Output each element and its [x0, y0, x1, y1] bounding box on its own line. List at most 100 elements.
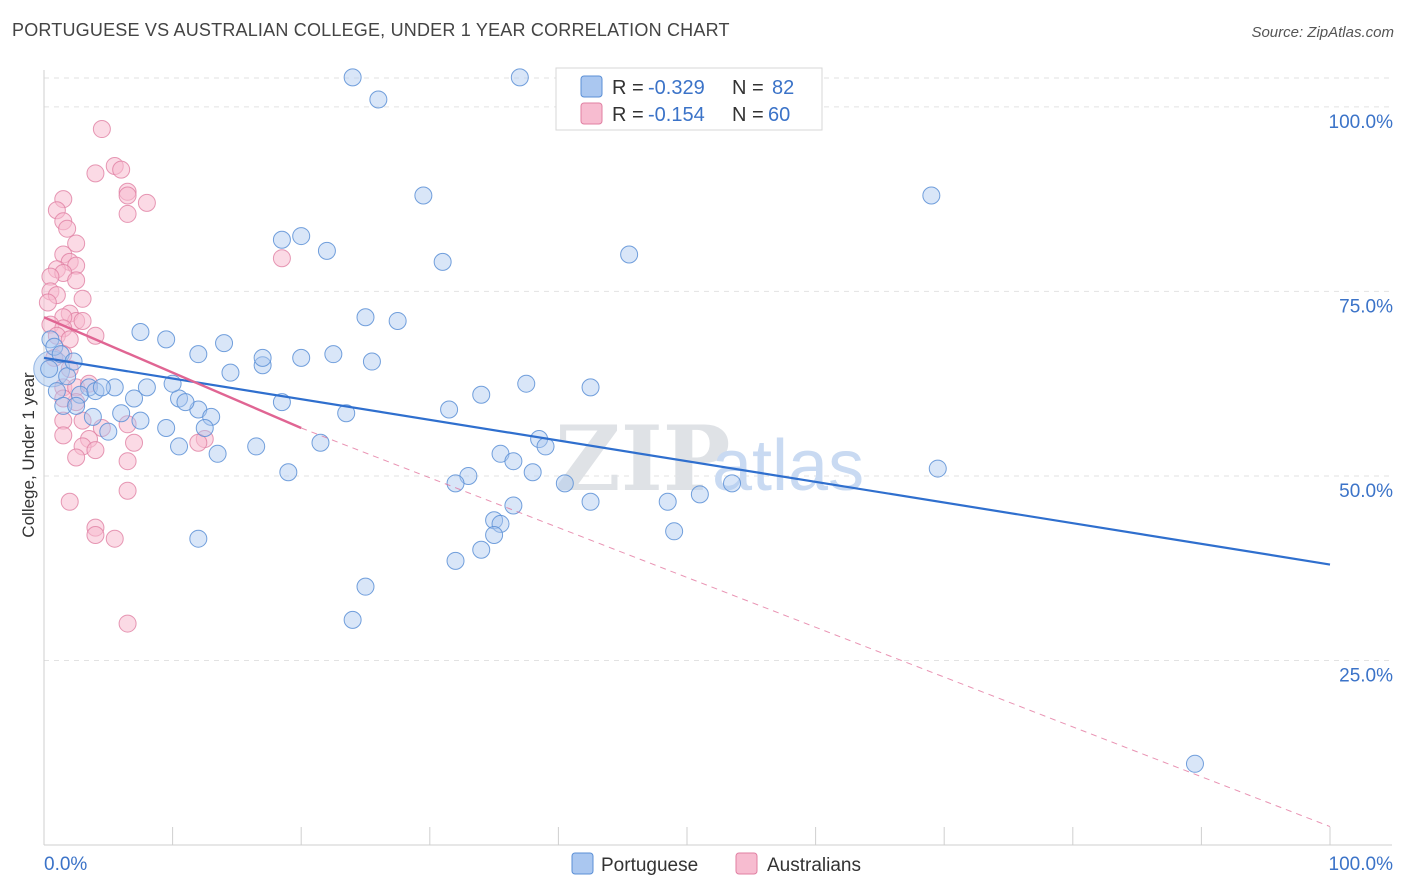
australians-point-5 [118, 186, 137, 205]
series-legend: Portuguese Australians [571, 852, 861, 876]
bottom-legend-label-australians: Australians [767, 855, 861, 876]
portuguese-point-31 [311, 433, 330, 452]
australians-point-23 [38, 293, 57, 312]
portuguese-point-83 [1185, 754, 1204, 773]
portuguese-point-69 [491, 514, 510, 533]
portuguese-point-36 [189, 345, 208, 364]
portuguese-point-64 [555, 474, 574, 493]
portuguese-point-3 [40, 359, 59, 378]
y-axis-title: College, Under 1 year [19, 372, 38, 538]
legend-n-label-portuguese: N = [732, 77, 764, 99]
australians-point-47 [125, 433, 144, 452]
legend-swatch-portuguese [580, 75, 603, 98]
portuguese-points [33, 68, 1204, 773]
portuguese-point-47 [414, 186, 433, 205]
portuguese-point-48 [272, 230, 291, 249]
australians-point-51 [86, 441, 105, 460]
portuguese-trend-line [43, 356, 1331, 566]
portuguese-point-26 [131, 411, 150, 430]
australians-point-2 [86, 164, 105, 183]
y-tick-label-3: 100.0% [1329, 112, 1394, 133]
australians-point-27 [73, 311, 92, 330]
portuguese-point-10 [105, 378, 124, 397]
portuguese-point-15 [112, 404, 131, 423]
legend-r-label-australians: R = [612, 104, 644, 126]
australians-point-54 [60, 492, 79, 511]
portuguese-point-70 [485, 526, 504, 544]
legend-swatch-australians [580, 102, 603, 125]
portuguese-point-24 [157, 418, 176, 437]
legend-r-value-australians: -0.154 [648, 104, 705, 126]
portuguese-point-29 [247, 437, 266, 456]
portuguese-point-1 [45, 337, 64, 356]
portuguese-point-28 [208, 444, 227, 463]
portuguese-point-55 [440, 400, 459, 419]
australians-point-12 [67, 234, 86, 253]
australians-point-52 [67, 448, 86, 467]
portuguese-point-60 [504, 452, 523, 471]
australians-point-19 [67, 271, 86, 290]
portuguese-point-30 [279, 463, 298, 482]
australians-point-60 [272, 249, 291, 268]
portuguese-point-51 [433, 252, 452, 271]
portuguese-point-34 [253, 356, 272, 375]
australians-point-7 [118, 204, 137, 223]
portuguese-point-20 [137, 378, 156, 397]
australians-point-53 [118, 452, 137, 471]
x-tick-label-0: 0.0% [44, 854, 87, 875]
legend-n-value-australians: 60 [768, 104, 790, 126]
portuguese-point-73 [356, 577, 375, 596]
australians-point-8 [137, 193, 156, 212]
portuguese-point-43 [388, 311, 407, 330]
y-tick-label-2: 75.0% [1339, 296, 1393, 317]
australians-point-0 [92, 120, 111, 139]
axes [43, 70, 1392, 846]
portuguese-point-72 [446, 551, 465, 570]
portuguese-point-78 [690, 485, 709, 504]
portuguese-point-57 [517, 374, 536, 393]
australians-point-3 [112, 160, 131, 179]
portuguese-point-25 [176, 393, 195, 412]
portuguese-point-67 [504, 496, 523, 515]
australians-trend-extension [301, 427, 1331, 828]
australians-point-45 [54, 426, 73, 445]
legend-r-value-portuguese: -0.329 [648, 77, 705, 99]
bottom-legend-label-portuguese: Portuguese [601, 855, 698, 876]
portuguese-point-8 [71, 385, 90, 404]
portuguese-point-52 [620, 245, 639, 264]
portuguese-point-12 [54, 396, 73, 415]
portuguese-point-50 [317, 241, 336, 260]
x-tick-labels: 0.0% 100.0% [44, 854, 1393, 875]
australians-point-11 [58, 219, 77, 238]
australians-point-57 [105, 529, 124, 548]
portuguese-point-75 [189, 529, 208, 548]
portuguese-point-80 [665, 522, 684, 541]
portuguese-point-32 [337, 404, 356, 423]
portuguese-point-49 [292, 227, 311, 246]
portuguese-point-23 [195, 418, 214, 437]
x-tick-label-1: 100.0% [1329, 854, 1394, 875]
portuguese-point-17 [125, 389, 144, 408]
y-tick-labels: 25.0% 50.0% 75.0% 100.0% [1329, 112, 1394, 687]
portuguese-point-45 [369, 90, 388, 109]
australians-point-56 [86, 526, 105, 544]
portuguese-point-14 [83, 407, 102, 426]
legend-n-value-portuguese: 82 [772, 77, 794, 99]
watermark-atlas: atlas [712, 426, 864, 506]
portuguese-point-38 [253, 348, 272, 367]
portuguese-point-62 [446, 474, 465, 493]
bottom-legend-swatch-portuguese [571, 852, 594, 875]
source-label: Source: ZipAtlas.com [1251, 24, 1394, 41]
portuguese-point-82 [928, 459, 947, 478]
australians-points [38, 120, 291, 633]
portuguese-point-53 [131, 323, 150, 342]
legend-n-label-australians: N = [732, 104, 764, 126]
portuguese-point-40 [324, 345, 343, 364]
portuguese-point-74 [343, 610, 362, 629]
australians-point-59 [118, 614, 137, 633]
trend-lines [43, 316, 1331, 828]
australians-point-22 [73, 289, 92, 308]
portuguese-point-22 [202, 407, 221, 426]
portuguese-point-42 [356, 308, 375, 327]
